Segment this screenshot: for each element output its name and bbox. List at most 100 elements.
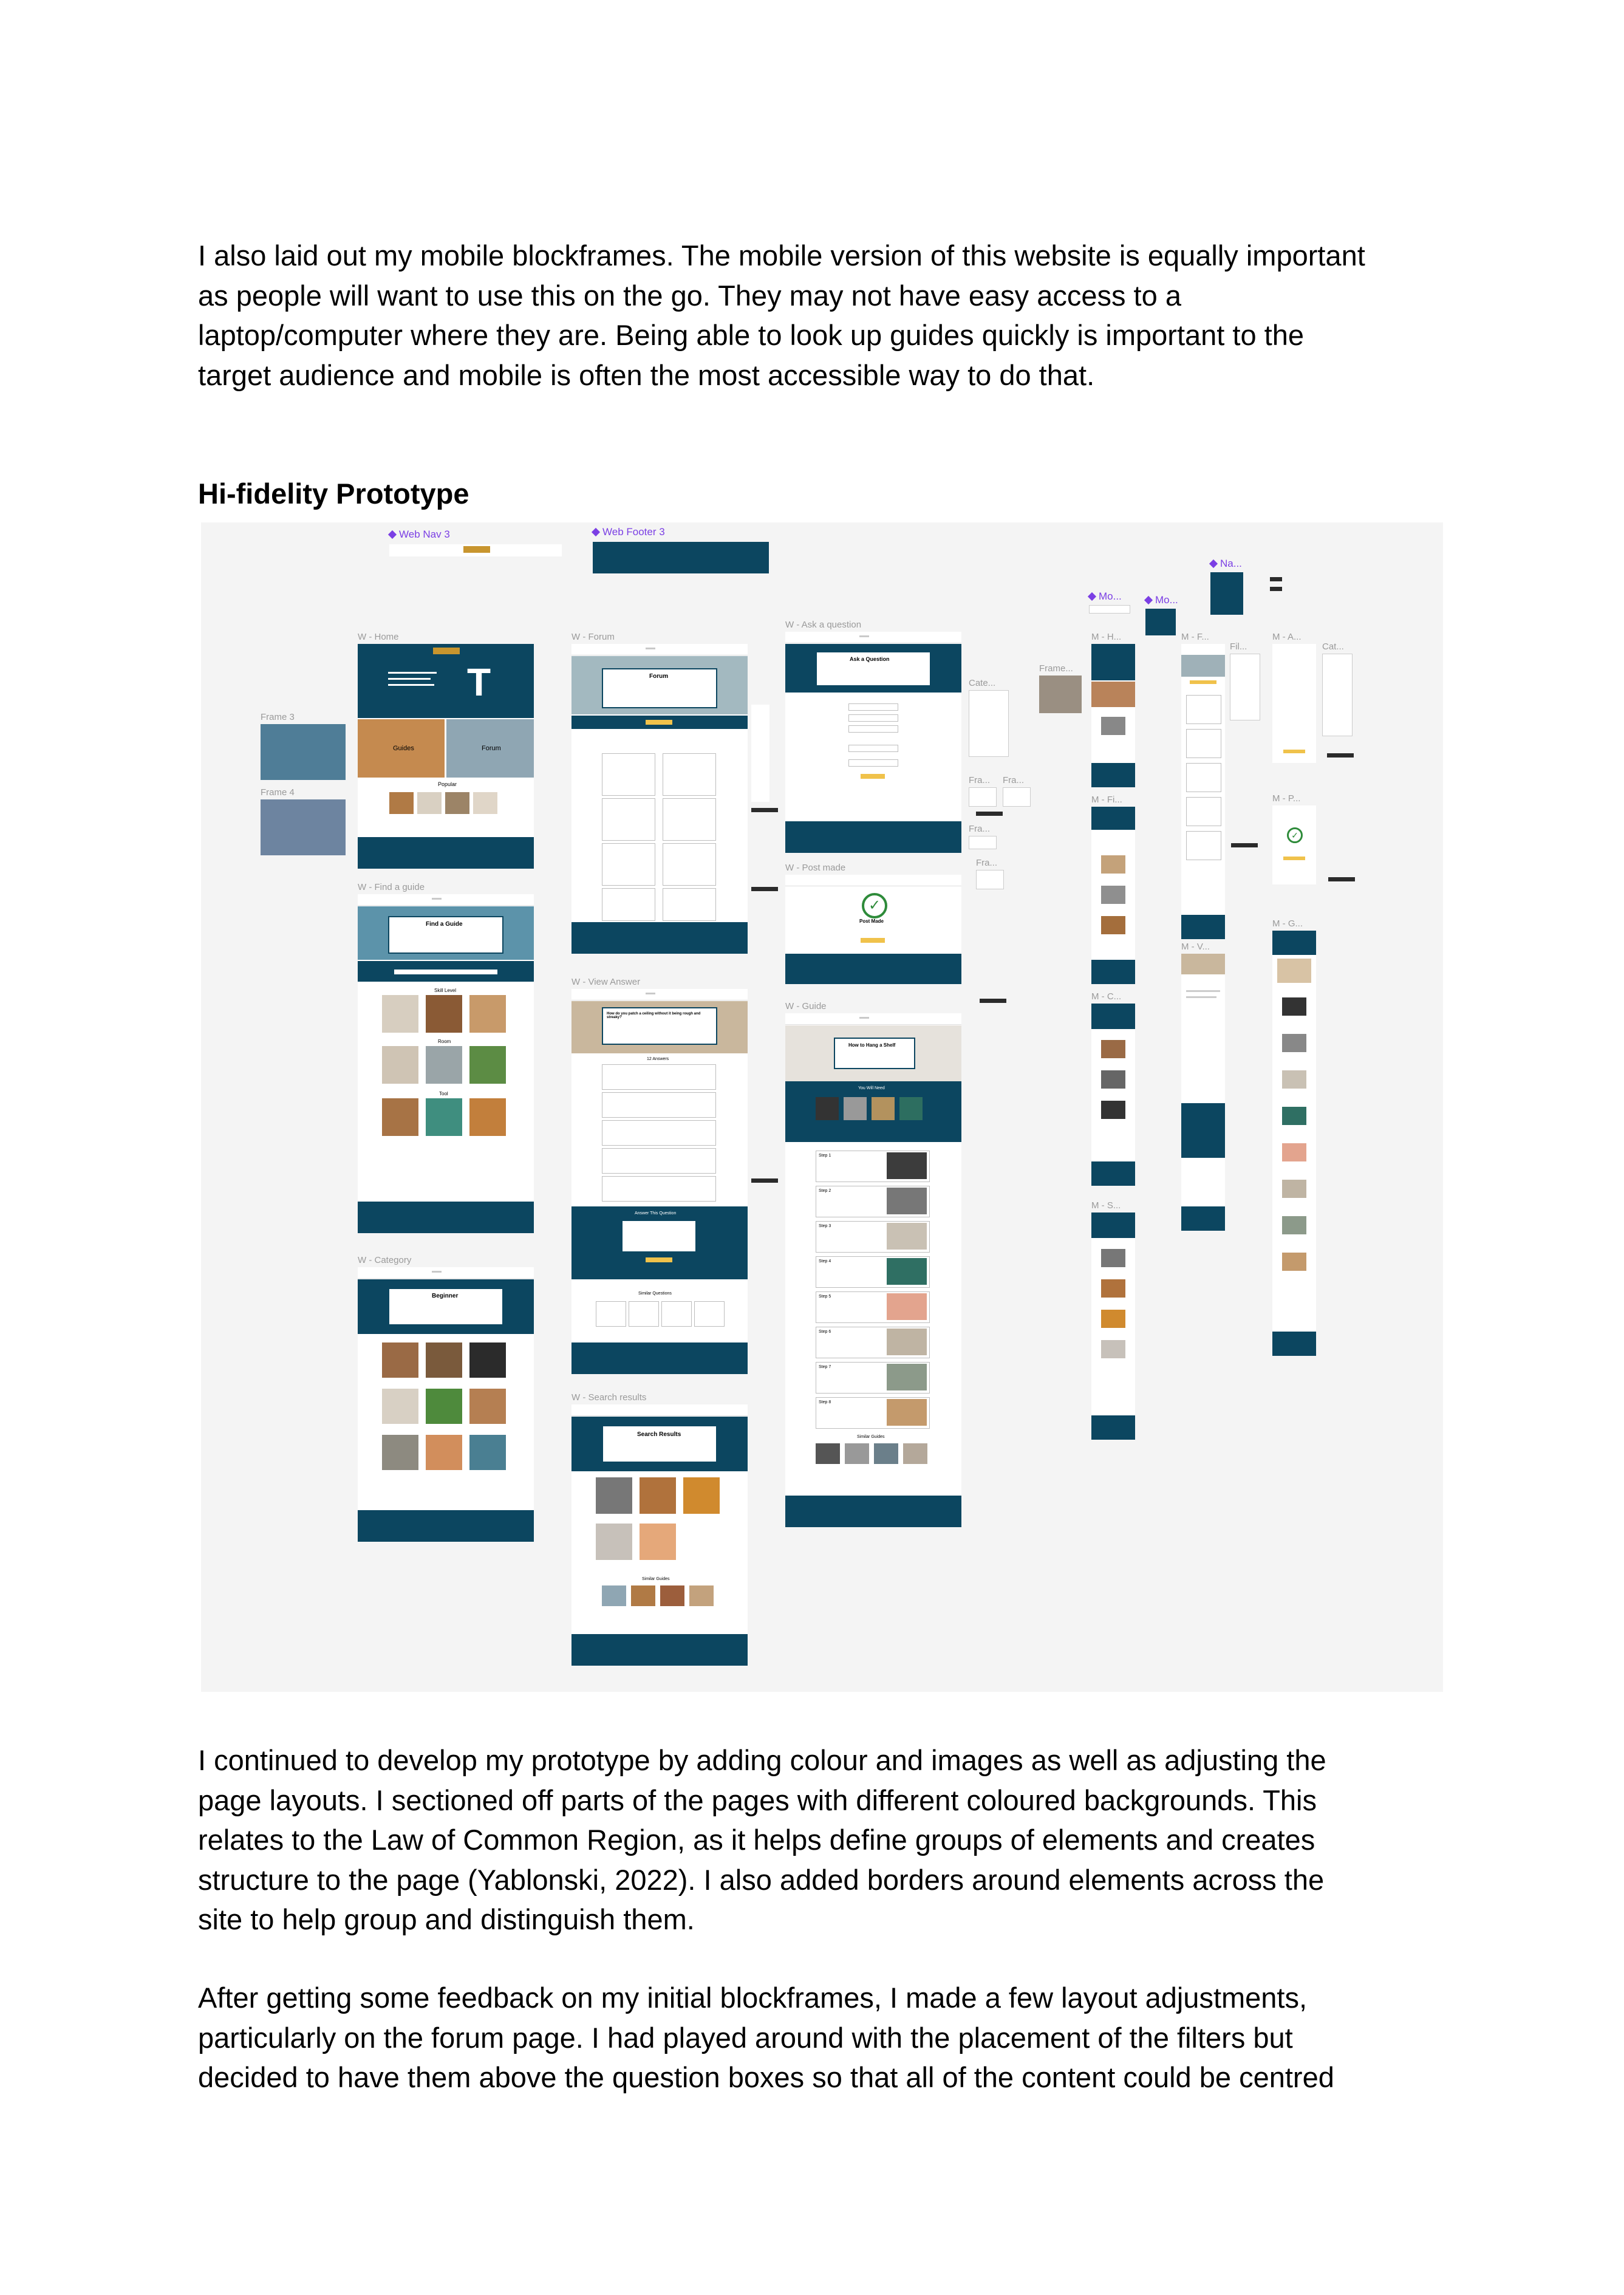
step-image [1282,1034,1306,1052]
skill-thumb [469,995,506,1033]
form-field[interactable] [848,759,898,767]
search-input[interactable] [394,970,497,974]
text-line [1186,990,1220,992]
small-frame [969,836,997,849]
form-field[interactable] [848,725,898,733]
logo [859,1017,869,1019]
frame-label: W - View Answer [571,977,641,987]
frame-view-answer-lower: Similar Questions [571,1287,748,1374]
guide-title: How to Hang a Shelf [848,1042,896,1048]
question-box[interactable] [602,843,655,886]
similar-question-card[interactable] [629,1301,659,1327]
thumb [1101,916,1125,934]
text-line: I continued to develop my prototype by a… [198,1744,1326,1776]
thumb [1101,1310,1125,1328]
nav-bar [571,644,748,655]
small-frame [969,787,997,807]
popular-thumb [389,792,414,814]
popular-heading: Popular [438,781,457,787]
room-thumb [426,1046,462,1084]
submit-button[interactable] [646,1257,672,1262]
post-button[interactable] [1190,680,1216,684]
component-label: Web Nav 3 [387,528,450,541]
thumb [1101,1340,1125,1358]
nav-bar [785,875,961,886]
frame-label: W - Find a guide [358,882,425,892]
footer [571,1342,748,1374]
nav-bar [571,989,748,1000]
post-made-title: Post Made [859,918,884,924]
step-image [1282,1107,1306,1125]
component-name: Mo... [1155,594,1178,606]
back-button[interactable] [861,938,885,943]
question-box[interactable] [1186,797,1221,826]
component-icon [1144,595,1153,605]
thumb [1101,886,1125,904]
question-box[interactable] [602,888,655,921]
frame-label: M - V... [1181,942,1210,952]
figma-canvas-screenshot: Web Nav 3 Web Footer 3 Na... Mo... Mo...… [201,522,1443,1692]
similar-question-card[interactable] [661,1301,692,1327]
frame-ask-question: Ask a Question [785,632,961,853]
chip [1270,577,1282,581]
hero-image [1277,959,1311,983]
answer-box [602,1092,716,1118]
question-box[interactable] [602,753,655,796]
step-label: Step 7 [819,1365,831,1369]
forum-label: Forum [482,745,501,752]
section-heading: Skill Level [434,988,457,993]
similar-question-card[interactable] [596,1301,626,1327]
step-image [887,1329,927,1355]
frame-label: Fra... [976,858,998,868]
category-dropdown [969,690,1009,757]
component-icon [387,530,397,539]
component-icon [1087,592,1097,601]
submit-button[interactable] [1283,750,1305,753]
mobile-view-answer [1181,954,1225,1231]
question-box[interactable] [602,798,655,841]
question-box[interactable] [663,753,716,796]
frame4-image [261,799,346,855]
form-field[interactable] [848,745,898,752]
question-box[interactable] [1186,695,1221,724]
guide-thumb [845,1443,869,1464]
filter-panel [1230,654,1260,720]
search-title: Search Results [637,1431,681,1438]
room-thumb [382,1046,418,1084]
hero-section [1091,644,1135,680]
footer [1091,1161,1135,1186]
answer-input[interactable] [623,1221,695,1251]
footer [571,1634,748,1666]
mobile-nav-component [1210,572,1243,615]
guide-thumb [469,1342,506,1378]
hero-card: Find a Guide [388,916,503,954]
question-box[interactable] [1186,831,1221,860]
skill-thumb [382,995,418,1033]
step-box: Step 2 [816,1186,930,1217]
question-box[interactable] [663,798,716,841]
post-button[interactable] [646,720,672,725]
search-band [358,961,534,982]
question-box[interactable] [663,843,716,886]
text-line: relates to the Law of Common Region, as … [198,1824,1315,1856]
similar-question-card[interactable] [694,1301,725,1327]
frame-label: W - Post made [785,863,846,873]
question-box[interactable] [1186,763,1221,792]
frame-label: Frame... [1039,663,1073,674]
mobile-component [1145,609,1176,635]
back-button[interactable] [1283,857,1305,860]
form-field[interactable] [848,703,898,711]
submit-button[interactable] [861,774,885,779]
form-field[interactable] [848,714,898,722]
text-line [1186,996,1216,998]
chip [976,812,1003,816]
question-box[interactable] [1186,729,1221,758]
footer [1091,763,1135,787]
ask-card: Ask a Question [816,651,931,686]
component-icon [591,527,601,537]
section-heading: Tool [439,1091,448,1096]
tool-thumb [816,1097,839,1120]
hero-section: T [358,644,534,718]
question-box[interactable] [663,888,716,921]
guide-thumb [469,1435,506,1470]
